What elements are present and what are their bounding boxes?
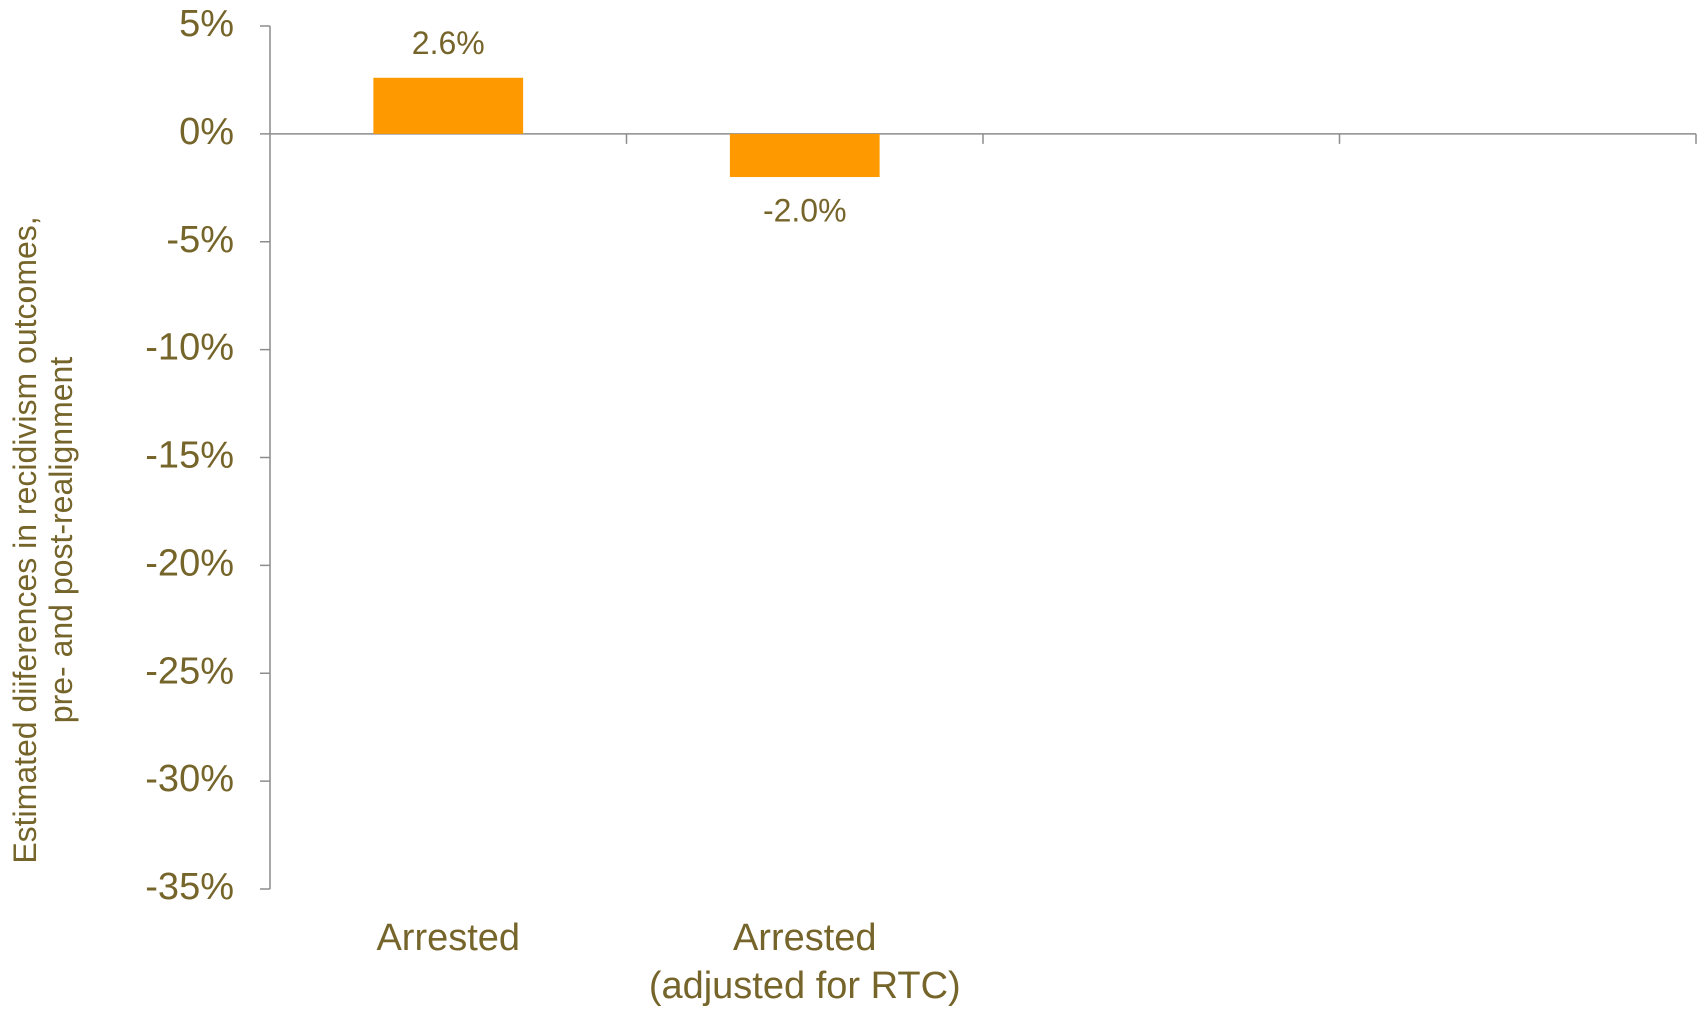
y-tick-label: -5% [166, 219, 234, 261]
y-tick-label: 0% [179, 111, 234, 153]
x-tick-label: Arrested (adjusted for RTC) [649, 917, 961, 1007]
y-tick-label: -35% [145, 866, 234, 908]
y-tick-label: -15% [145, 435, 234, 477]
y-tick-label: -25% [145, 650, 234, 692]
y-tick-label: -10% [145, 327, 234, 369]
value-label: 2.6% [412, 25, 485, 61]
value-label: -2.0% [763, 192, 847, 228]
x-tick-label: Arrested [376, 917, 520, 959]
y-tick-label: 5% [179, 3, 234, 45]
y-axis-label: Estimated diiferences in recidivism outc… [7, 216, 79, 863]
bar [729, 133, 880, 178]
y-tick-label: -20% [145, 542, 234, 584]
y-tick-label: -30% [145, 758, 234, 800]
bar [373, 77, 524, 134]
